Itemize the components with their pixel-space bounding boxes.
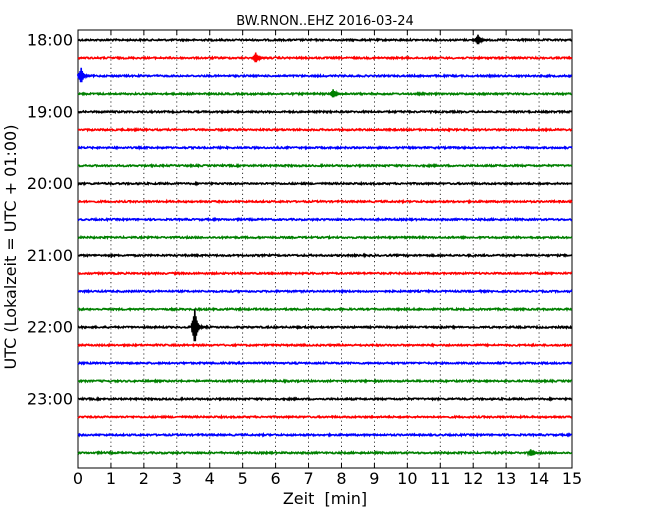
trace-line — [77, 55, 573, 61]
y-tick-label: 19:00 — [27, 102, 73, 121]
trace-2100 — [77, 252, 573, 259]
x-axis-ticks: 0 1 2 3 4 5 6 7 8 9 10 11 12 13 14 15 — [73, 30, 582, 488]
x-tick-label: 15 — [562, 469, 582, 488]
trace-line — [77, 144, 573, 151]
trace-line — [77, 396, 573, 402]
y-tick-label: 21:00 — [27, 246, 73, 265]
trace-line — [77, 360, 573, 366]
trace-2230 — [77, 360, 573, 366]
x-tick-label: 9 — [369, 469, 379, 488]
y-tick-label: 18:00 — [27, 31, 73, 50]
trace-2330 — [77, 431, 573, 438]
grid-lines — [110, 30, 540, 468]
x-tick-label: 2 — [139, 469, 149, 488]
trace-1945 — [77, 162, 573, 169]
x-tick-label: 13 — [496, 469, 516, 488]
trace-line — [77, 73, 572, 79]
event-marker — [254, 55, 261, 61]
trace-1830 — [77, 67, 572, 83]
x-tick-label: 14 — [529, 469, 549, 488]
y-axis-ticks: 18:00 19:00 20:00 21:00 22:00 23:00 — [27, 31, 572, 409]
plot-frame — [77, 29, 573, 469]
trace-2145 — [77, 306, 573, 313]
trace-2015 — [77, 198, 573, 205]
trace-line — [77, 431, 573, 438]
x-tick-label: 11 — [430, 469, 450, 488]
x-tick-label: 12 — [463, 469, 483, 488]
trace-1800 — [77, 34, 573, 45]
trace-line — [77, 378, 573, 384]
trace-2300 — [77, 396, 573, 402]
trace-line — [77, 91, 572, 97]
trace-1900 — [77, 108, 573, 115]
trace-2215 — [77, 342, 573, 348]
trace-2200 — [77, 309, 573, 342]
x-tick-label: 1 — [106, 469, 116, 488]
trace-line — [77, 108, 573, 115]
y-tick-label: 20:00 — [27, 174, 73, 193]
trace-line — [77, 414, 573, 420]
x-axis-label: Zeit [min] — [283, 489, 367, 508]
x-tick-label: 0 — [73, 469, 83, 488]
event-marker — [193, 324, 200, 330]
trace-2000 — [77, 180, 573, 187]
trace-2345 — [77, 449, 573, 458]
x-tick-label: 5 — [238, 469, 248, 488]
trace-1815 — [77, 52, 573, 63]
trace-line — [77, 342, 573, 348]
trace-line — [77, 270, 573, 276]
x-tick-label: 6 — [271, 469, 281, 488]
trace-line — [77, 37, 573, 43]
trace-1930 — [77, 144, 573, 151]
trace-line — [77, 180, 573, 187]
trace-line — [77, 252, 573, 259]
trace-1915 — [77, 126, 573, 133]
trace-line — [77, 288, 573, 295]
x-tick-label: 10 — [397, 469, 417, 488]
trace-line — [77, 198, 573, 205]
event-marker — [332, 91, 338, 97]
x-tick-label: 8 — [336, 469, 346, 488]
trace-1845 — [77, 89, 572, 98]
y-tick-label: 23:00 — [27, 390, 73, 409]
trace-line — [77, 234, 573, 241]
trace-2045 — [77, 234, 573, 241]
event-marker — [477, 37, 483, 43]
trace-line — [77, 324, 573, 331]
event-marker — [529, 450, 536, 456]
trace-2245 — [77, 378, 573, 384]
x-tick-label: 3 — [172, 469, 182, 488]
y-tick-label: 22:00 — [27, 318, 73, 337]
trace-line — [77, 216, 573, 223]
y-axis-label: UTC (Lokalzeit = UTC + 01:00) — [1, 125, 20, 370]
x-tick-label: 4 — [205, 469, 215, 488]
trace-line — [77, 306, 573, 313]
seismogram-traces — [77, 34, 573, 458]
trace-line — [77, 126, 573, 133]
trace-2315 — [77, 414, 573, 420]
trace-2130 — [77, 288, 573, 295]
trace-line — [77, 162, 573, 169]
event-marker — [80, 73, 86, 79]
trace-line — [77, 449, 573, 456]
trace-2115 — [77, 270, 573, 276]
chart-title: BW.RNON..EHZ 2016-03-24 — [236, 14, 414, 29]
x-tick-label: 7 — [303, 469, 313, 488]
trace-2030 — [77, 216, 573, 223]
